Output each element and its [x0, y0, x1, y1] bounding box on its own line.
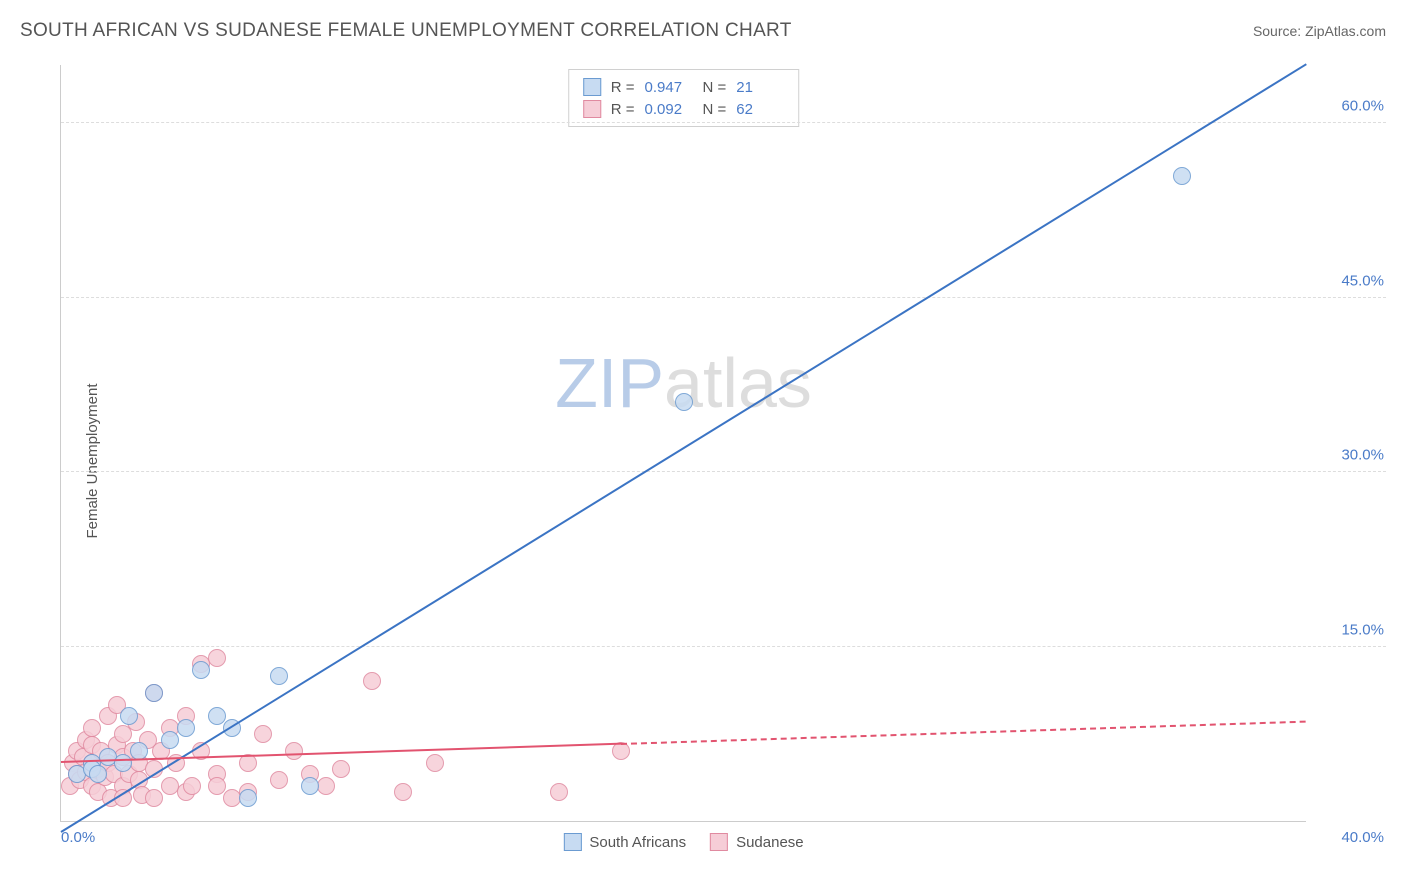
r-value-0: 0.947	[645, 79, 693, 96]
trend-line	[621, 720, 1306, 744]
scatter-point	[83, 719, 101, 737]
scatter-point	[426, 754, 444, 772]
scatter-point	[285, 742, 303, 760]
scatter-point	[363, 672, 381, 690]
r-label: R =	[611, 79, 635, 96]
scatter-point	[1173, 167, 1191, 185]
y-tick-label: 30.0%	[1341, 447, 1384, 464]
scatter-point	[301, 777, 319, 795]
series-legend: South Africans Sudanese	[563, 833, 803, 851]
legend-bottom-label-1: Sudanese	[736, 834, 804, 851]
legend-row-series-1: R = 0.092 N = 62	[583, 98, 785, 120]
source-attribution: Source: ZipAtlas.com	[1253, 23, 1386, 39]
scatter-point	[270, 667, 288, 685]
x-tick-min: 0.0%	[61, 829, 95, 846]
scatter-point	[550, 783, 568, 801]
gridline	[61, 646, 1386, 647]
scatter-point	[208, 649, 226, 667]
y-tick-label: 45.0%	[1341, 272, 1384, 289]
r-value-1: 0.092	[645, 101, 693, 118]
scatter-point	[192, 661, 210, 679]
n-value-0: 21	[736, 79, 784, 96]
scatter-point	[332, 760, 350, 778]
scatter-point	[675, 393, 693, 411]
scatter-point	[114, 754, 132, 772]
scatter-point	[145, 789, 163, 807]
scatter-point	[161, 731, 179, 749]
trend-line	[60, 63, 1306, 832]
scatter-point	[208, 707, 226, 725]
scatter-point	[120, 707, 138, 725]
scatter-point	[145, 684, 163, 702]
scatter-point	[239, 789, 257, 807]
chart-container: Female Unemployment ZIPatlas R = 0.947 N…	[45, 60, 1386, 862]
r-label: R =	[611, 101, 635, 118]
legend-bottom-swatch-1	[710, 833, 728, 851]
legend-item-0: South Africans	[563, 833, 686, 851]
scatter-point	[394, 783, 412, 801]
scatter-point	[254, 725, 272, 743]
scatter-point	[317, 777, 335, 795]
legend-row-series-0: R = 0.947 N = 21	[583, 76, 785, 98]
n-value-1: 62	[736, 101, 784, 118]
scatter-point	[208, 777, 226, 795]
plot-area: ZIPatlas R = 0.947 N = 21 R = 0.092 N = …	[60, 65, 1306, 822]
watermark-zip: ZIP	[555, 344, 664, 422]
gridline	[61, 471, 1386, 472]
scatter-point	[270, 771, 288, 789]
x-tick-max: 40.0%	[1341, 829, 1384, 846]
legend-item-1: Sudanese	[710, 833, 804, 851]
gridline	[61, 122, 1386, 123]
n-label: N =	[703, 101, 727, 118]
gridline	[61, 297, 1386, 298]
legend-bottom-label-0: South Africans	[589, 834, 686, 851]
scatter-point	[177, 719, 195, 737]
legend-bottom-swatch-0	[563, 833, 581, 851]
legend-swatch-0	[583, 78, 601, 96]
legend-swatch-1	[583, 100, 601, 118]
y-tick-label: 60.0%	[1341, 98, 1384, 115]
chart-title: SOUTH AFRICAN VS SUDANESE FEMALE UNEMPLO…	[20, 20, 792, 42]
correlation-legend: R = 0.947 N = 21 R = 0.092 N = 62	[568, 69, 800, 127]
n-label: N =	[703, 79, 727, 96]
y-tick-label: 15.0%	[1341, 621, 1384, 638]
scatter-point	[183, 777, 201, 795]
title-bar: SOUTH AFRICAN VS SUDANESE FEMALE UNEMPLO…	[20, 20, 1386, 42]
scatter-point	[89, 765, 107, 783]
